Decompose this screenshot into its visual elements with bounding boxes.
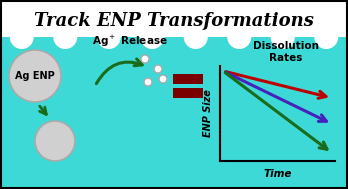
FancyArrowPatch shape (96, 59, 142, 84)
Text: Ag ENP: Ag ENP (15, 71, 55, 81)
Circle shape (9, 50, 61, 102)
Circle shape (159, 75, 167, 83)
Circle shape (141, 55, 149, 63)
Bar (173, 74, 203, 84)
Text: ENP Size: ENP Size (203, 90, 213, 137)
Text: Dissolution
Rates: Dissolution Rates (253, 41, 318, 63)
Circle shape (35, 121, 75, 161)
Circle shape (144, 78, 152, 86)
Circle shape (154, 65, 162, 73)
Bar (173, 88, 203, 98)
Text: Time: Time (263, 169, 292, 179)
Text: Ag$^+$ Release: Ag$^+$ Release (92, 33, 168, 49)
Text: Track ENP Transformations: Track ENP Transformations (34, 12, 314, 30)
Polygon shape (0, 0, 348, 49)
